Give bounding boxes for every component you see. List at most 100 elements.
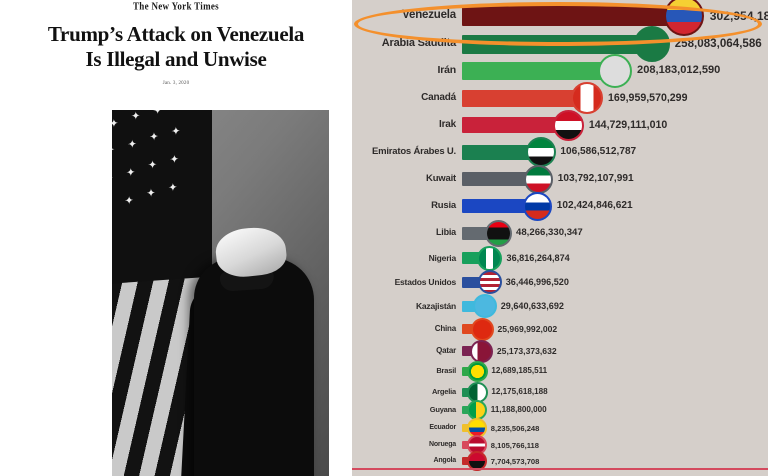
bar-chart-row: Nigeria 36,816,264,874: [352, 245, 768, 271]
bar-chart-row: Irán 208,183,012,590: [352, 54, 768, 88]
row-bar: [462, 89, 587, 107]
row-value-label: 12,689,185,511: [491, 366, 548, 376]
row-country-label: Brasil: [436, 366, 456, 376]
row-value-label: 8,235,506,248: [490, 423, 540, 433]
row-value-label: 258,083,064,586: [674, 36, 762, 50]
flag-star: ✦: [126, 167, 136, 180]
row-country-label: Noruega: [429, 440, 456, 448]
algeria-flag: [468, 383, 486, 401]
row-value-label: 48,266,330,347: [516, 227, 583, 239]
row-flag-ring: [664, 0, 705, 36]
row-flag-ring: [472, 294, 497, 318]
row-value-label: 106,586,512,787: [560, 145, 637, 157]
bar-chart-row: Kuwait 103,792,107,991: [352, 164, 768, 194]
united-states-flag: [479, 272, 500, 292]
norway-flag: [469, 437, 486, 453]
row-country-label: China: [434, 324, 456, 334]
headline-line-1: Trump’s Attack on Venezuela: [47, 22, 305, 46]
article-headline: Trump’s Attack on Venezuela Is Illegal a…: [20, 22, 332, 72]
flag-star: ✦: [146, 187, 156, 200]
row-country-label: Emiratos Árabes U.: [371, 146, 456, 158]
flag-star: ✦: [112, 144, 115, 157]
article-photo: ✦ ✦ ✦ ✦ ✦ ✦ ✦ ✦ ✦ ✦ ✦ ✦ ✦ ✦ ✦ ✦: [112, 110, 329, 476]
row-bar: [462, 34, 652, 54]
flag-star: ✦: [124, 194, 134, 208]
row-country-label: Venezuela: [402, 8, 456, 21]
russia-flag: [525, 193, 551, 219]
row-country-label: Rusia: [431, 200, 456, 212]
flag-star: ✦: [131, 110, 141, 123]
flag-star: ✦: [112, 118, 119, 131]
flag-star: ✦: [169, 154, 179, 167]
guyana-flag: [469, 402, 486, 418]
row-flag-ring: [598, 54, 633, 88]
row-value-label: 8,105,766,118: [490, 440, 539, 450]
flag-star: ✦: [153, 110, 163, 117]
row-bar: [462, 62, 615, 80]
row-flag-ring: [553, 109, 585, 141]
row-value-label: 36,816,264,874: [506, 252, 570, 263]
bar-chart-row: Venezuela 302,954,183,555: [352, 0, 768, 36]
flag-star: ✦: [149, 131, 159, 144]
row-flag-ring: [523, 191, 553, 221]
row-country-label: Estados Unidos: [394, 276, 457, 287]
row-country-label: Kazajistán: [415, 300, 456, 311]
row-country-label: Ecuador: [429, 423, 456, 431]
libya-flag: [486, 221, 510, 245]
uae-flag: [527, 139, 554, 165]
headline-line-2: Is Illegal and Unwise: [85, 47, 267, 71]
row-country-label: Libia: [435, 227, 456, 238]
bar-chart-row: Canadá 169,959,570,299: [352, 82, 768, 114]
row-value-label: 169,959,570,299: [607, 91, 688, 104]
row-flag-ring: [477, 270, 502, 294]
row-bar: [462, 172, 539, 186]
bar-chart-row: Irak 144,729,111,010: [352, 109, 768, 141]
bar-chart-row: China 25,969,992,002: [352, 317, 768, 341]
brazil-flag: [468, 362, 486, 380]
flag-star: ✦: [112, 172, 114, 185]
row-country-label: Argelia: [431, 387, 456, 397]
row-value-label: 302,954,183,555: [709, 8, 768, 23]
row-value-label: 25,173,373,632: [496, 345, 557, 356]
bar-chart-row: Kazajistán 29,640,633,692: [352, 294, 768, 318]
nyt-masthead: The New York Times: [133, 0, 219, 12]
flag-star: ✦: [168, 181, 178, 195]
row-value-label: 12,175,618,188: [491, 387, 548, 397]
article-date: Jan. 3, 2020: [162, 81, 190, 86]
bar-chart-row: Libia 48,266,330,347: [352, 219, 768, 247]
row-value-label: 102,424,846,621: [556, 199, 633, 211]
bar-chart-row: Brasil 12,689,185,511: [352, 359, 768, 383]
bottom-accent-line: [352, 468, 768, 470]
saudi-arabia-flag: [635, 28, 668, 60]
bar-chart-panel: Venezuela 302,954,183,555 Arabia Saudita 25…: [352, 0, 768, 476]
row-country-label: Irán: [437, 64, 457, 77]
row-flag-ring: [484, 219, 512, 247]
row-value-label: 25,969,992,002: [497, 323, 558, 334]
row-value-label: 103,792,107,991: [557, 172, 634, 184]
row-bar: [462, 144, 541, 160]
bar-chart-row: Guyana 11,188,800,000: [352, 398, 768, 422]
china-flag: [472, 319, 492, 339]
qatar-flag: [471, 341, 491, 361]
row-flag-ring: [571, 82, 604, 114]
ecuador-flag: [469, 420, 486, 436]
row-value-label: 7,704,573,708: [490, 456, 540, 466]
bar-chart-row: Arabia Saudita 258,083,064,586: [352, 26, 768, 62]
row-bar: [462, 276, 489, 288]
row-country-label: Kuwait: [426, 173, 456, 185]
bar-chart-rows: Venezuela 302,954,183,555 Arabia Saudita 25…: [352, 0, 768, 476]
flag-star: ✦: [148, 159, 158, 172]
bar-chart-row: Rusia 102,424,846,621: [352, 191, 768, 221]
flag-canton: ✦ ✦ ✦ ✦ ✦ ✦ ✦ ✦ ✦ ✦ ✦ ✦ ✦ ✦ ✦ ✦: [112, 110, 212, 285]
row-country-label: Angola: [433, 456, 456, 464]
row-flag-ring: [470, 317, 494, 341]
row-bar: [462, 117, 569, 133]
row-value-label: 208,183,012,590: [637, 64, 721, 77]
row-flag-ring: [477, 245, 503, 271]
iraq-flag: [555, 111, 583, 139]
angola-flag: [469, 453, 486, 469]
bar-chart-row: Estados Unidos 36,446,996,520: [352, 270, 768, 294]
news-article-panel: The New York Times Trump’s Attack on Ven…: [0, 0, 352, 476]
row-value-label: 36,446,996,520: [505, 276, 569, 287]
